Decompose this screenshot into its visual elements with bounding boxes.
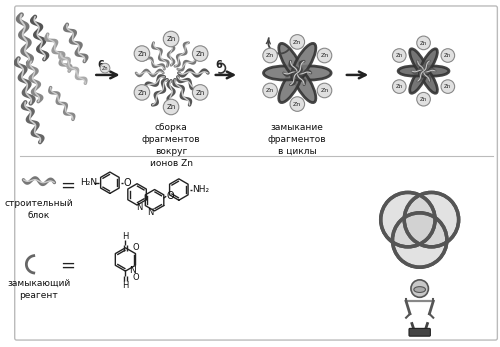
Circle shape — [411, 280, 428, 297]
Ellipse shape — [292, 66, 316, 103]
Circle shape — [192, 85, 208, 100]
Text: строительный
блок: строительный блок — [4, 199, 73, 220]
Text: Zn: Zn — [266, 53, 274, 58]
Circle shape — [290, 97, 304, 111]
Text: замыкающий
реагент: замыкающий реагент — [8, 279, 70, 300]
Circle shape — [164, 31, 179, 47]
Circle shape — [317, 83, 332, 98]
Text: =: = — [60, 256, 74, 274]
Circle shape — [380, 193, 435, 247]
Text: =: = — [60, 177, 74, 195]
Text: Zn: Zn — [166, 104, 175, 110]
Circle shape — [263, 83, 278, 98]
Text: 6: 6 — [216, 60, 222, 70]
Ellipse shape — [410, 49, 428, 77]
Ellipse shape — [418, 66, 449, 76]
Circle shape — [290, 35, 304, 49]
Circle shape — [164, 99, 179, 115]
FancyBboxPatch shape — [14, 6, 498, 340]
Text: O: O — [132, 273, 139, 282]
Text: Zn: Zn — [102, 66, 108, 71]
Circle shape — [392, 213, 447, 267]
Circle shape — [100, 63, 110, 73]
Ellipse shape — [292, 43, 316, 81]
Ellipse shape — [420, 49, 438, 77]
Ellipse shape — [398, 66, 430, 76]
Text: N: N — [148, 208, 154, 217]
Text: O: O — [124, 178, 131, 188]
Text: Zn: Zn — [137, 51, 146, 57]
Text: Zn: Zn — [137, 90, 146, 96]
Text: H₂N: H₂N — [80, 178, 97, 187]
Ellipse shape — [279, 43, 303, 81]
Ellipse shape — [279, 66, 303, 103]
Text: N: N — [136, 203, 142, 212]
Text: сборка
фрагментов
вокруг
ионов Zn: сборка фрагментов вокруг ионов Zn — [142, 124, 201, 168]
Text: Zn: Zn — [420, 41, 427, 46]
Text: Zn: Zn — [320, 88, 328, 93]
Text: O: O — [132, 243, 139, 252]
Text: замыкание
фрагментов
в циклы: замыкание фрагментов в циклы — [268, 124, 326, 156]
Circle shape — [441, 49, 454, 62]
Text: H: H — [122, 281, 128, 290]
Ellipse shape — [414, 287, 426, 293]
Ellipse shape — [289, 66, 331, 80]
Ellipse shape — [264, 66, 306, 80]
Ellipse shape — [410, 66, 428, 93]
Circle shape — [392, 49, 406, 62]
Text: H: H — [122, 232, 128, 240]
Text: Zn: Zn — [293, 102, 302, 107]
Text: Zn: Zn — [266, 88, 274, 93]
Text: Zn: Zn — [396, 84, 403, 90]
FancyBboxPatch shape — [409, 328, 430, 336]
Circle shape — [317, 48, 332, 63]
Text: N: N — [129, 265, 136, 274]
Circle shape — [134, 46, 150, 61]
Text: Zn: Zn — [166, 36, 175, 42]
Circle shape — [404, 193, 458, 247]
Text: Zn: Zn — [293, 40, 302, 45]
Text: Zn: Zn — [444, 84, 452, 90]
Text: NH₂: NH₂ — [192, 185, 210, 194]
Circle shape — [192, 46, 208, 61]
Circle shape — [263, 48, 278, 63]
Text: Zn: Zn — [196, 90, 205, 96]
Text: Zn: Zn — [420, 97, 427, 102]
Text: Zn: Zn — [444, 53, 452, 58]
Text: Zn: Zn — [196, 51, 205, 57]
Circle shape — [441, 80, 454, 93]
Text: 6: 6 — [98, 60, 104, 70]
Circle shape — [417, 36, 430, 50]
Circle shape — [392, 80, 406, 93]
Text: Zn: Zn — [320, 53, 328, 58]
Circle shape — [134, 85, 150, 100]
Circle shape — [417, 92, 430, 106]
Ellipse shape — [420, 66, 438, 93]
Text: O: O — [166, 191, 174, 201]
Text: Zn: Zn — [396, 53, 403, 58]
